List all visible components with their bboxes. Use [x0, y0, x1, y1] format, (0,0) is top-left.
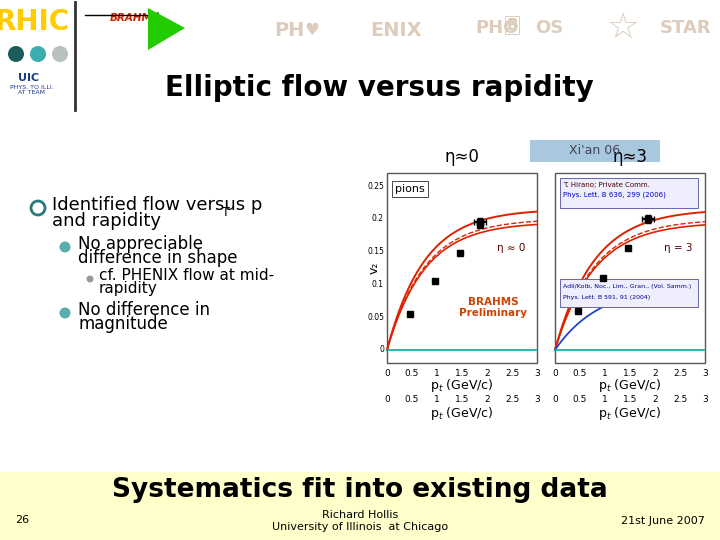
Text: v₂: v₂ [367, 262, 380, 274]
Text: PHYS. TO ILLI.
AT TEAM: PHYS. TO ILLI. AT TEAM [10, 85, 54, 96]
Text: 0.5: 0.5 [405, 395, 419, 404]
Circle shape [8, 46, 24, 62]
Bar [555, 173, 705, 363]
Text: Identified flow versus p: Identified flow versus p [52, 196, 262, 214]
Text: ENIX: ENIX [370, 21, 422, 39]
Text: 21st June 2007: 21st June 2007 [621, 516, 705, 526]
Text: Systematics fit into existing data: Systematics fit into existing data [112, 477, 608, 503]
Text: η≈0: η≈0 [444, 148, 480, 166]
Text: 0.5: 0.5 [405, 368, 419, 377]
Text: 1: 1 [434, 368, 440, 377]
Text: p$_t$ (GeV/c): p$_t$ (GeV/c) [431, 404, 494, 422]
Text: 2.5: 2.5 [505, 368, 519, 377]
Text: cf. PHENIX flow at mid-: cf. PHENIX flow at mid- [99, 268, 274, 284]
Text: T: T [222, 206, 230, 219]
Text: 3: 3 [702, 395, 708, 404]
Text: 1: 1 [602, 368, 608, 377]
Text: 0.15: 0.15 [367, 247, 384, 256]
Text: 0.1: 0.1 [372, 280, 384, 289]
Text: η ≈ 0: η ≈ 0 [497, 244, 525, 253]
Polygon shape [148, 8, 185, 50]
Text: ♥: ♥ [305, 21, 320, 39]
Bar [560, 279, 698, 307]
Text: 0.25: 0.25 [367, 181, 384, 191]
Text: magnitude: magnitude [78, 315, 168, 333]
Text: 0: 0 [384, 368, 390, 377]
Text: B: B [506, 17, 518, 32]
Text: T. Hirano; Private Comm.: T. Hirano; Private Comm. [563, 182, 650, 188]
Circle shape [60, 307, 71, 319]
Text: rapidity: rapidity [99, 281, 158, 296]
Bar [0, 472, 720, 540]
Text: 1.5: 1.5 [455, 395, 469, 404]
Text: 2.5: 2.5 [673, 368, 687, 377]
Circle shape [52, 46, 68, 62]
Text: 2: 2 [652, 368, 658, 377]
Text: and rapidity: and rapidity [52, 212, 161, 230]
Bar [560, 178, 698, 208]
Bar [387, 173, 537, 363]
Text: 3: 3 [534, 395, 540, 404]
Text: 2.5: 2.5 [673, 395, 687, 404]
Text: 26: 26 [15, 515, 29, 525]
Text: PH: PH [274, 21, 305, 39]
Circle shape [86, 275, 94, 282]
Circle shape [31, 201, 45, 215]
Text: No appreciable: No appreciable [78, 235, 203, 253]
Text: 0: 0 [552, 368, 558, 377]
Circle shape [60, 241, 71, 253]
Text: No difference in: No difference in [78, 301, 210, 319]
Text: p$_t$ (GeV/c): p$_t$ (GeV/c) [431, 376, 494, 394]
Text: 0.05: 0.05 [367, 313, 384, 322]
Text: Elliptic flow versus rapidity: Elliptic flow versus rapidity [165, 74, 594, 102]
Text: 0.5: 0.5 [573, 368, 588, 377]
Text: Xi'an 06: Xi'an 06 [570, 145, 621, 158]
Text: Richard Hollis: Richard Hollis [322, 510, 398, 520]
Text: 1.5: 1.5 [623, 395, 637, 404]
Text: BRAHMS
Preliminary: BRAHMS Preliminary [459, 296, 527, 318]
Text: Adil/Kolb, Noc., Lim., Gran., (Vol. Samm.): Adil/Kolb, Noc., Lim., Gran., (Vol. Samm… [563, 284, 691, 289]
Text: 1: 1 [434, 395, 440, 404]
Text: UIC: UIC [18, 73, 39, 83]
Text: 1.5: 1.5 [623, 368, 637, 377]
Text: 3: 3 [534, 368, 540, 377]
Text: 2.5: 2.5 [505, 395, 519, 404]
Text: 3: 3 [702, 368, 708, 377]
Text: 2: 2 [652, 395, 658, 404]
Circle shape [30, 46, 46, 62]
Text: Phys. Lett. B 636, 299 (2006): Phys. Lett. B 636, 299 (2006) [563, 192, 666, 198]
Text: 1: 1 [602, 395, 608, 404]
Text: difference in shape: difference in shape [78, 249, 238, 267]
Text: University of Illinois  at Chicago: University of Illinois at Chicago [272, 522, 448, 532]
Text: PHO: PHO [475, 19, 518, 37]
Text: 0.2: 0.2 [372, 214, 384, 224]
Text: 2: 2 [484, 368, 490, 377]
Text: 2: 2 [484, 395, 490, 404]
Text: OS: OS [535, 19, 563, 37]
Text: 0: 0 [379, 346, 384, 354]
Text: pions: pions [395, 184, 425, 194]
Text: η≈3: η≈3 [613, 148, 647, 166]
Text: BRAHMS: BRAHMS [110, 13, 161, 23]
Text: 0.5: 0.5 [573, 395, 588, 404]
Text: p$_t$ (GeV/c): p$_t$ (GeV/c) [598, 404, 662, 422]
Text: Phys. Lett. B 591, 91 (2004): Phys. Lett. B 591, 91 (2004) [563, 295, 650, 300]
Bar [530, 140, 660, 162]
Text: STAR: STAR [660, 19, 711, 37]
Text: ☆: ☆ [607, 11, 639, 45]
Text: 0: 0 [552, 395, 558, 404]
Text: η = 3: η = 3 [665, 244, 693, 253]
Text: RHIC: RHIC [0, 8, 70, 36]
Text: 0: 0 [384, 395, 390, 404]
Text: 1.5: 1.5 [455, 368, 469, 377]
Text: p$_t$ (GeV/c): p$_t$ (GeV/c) [598, 376, 662, 394]
